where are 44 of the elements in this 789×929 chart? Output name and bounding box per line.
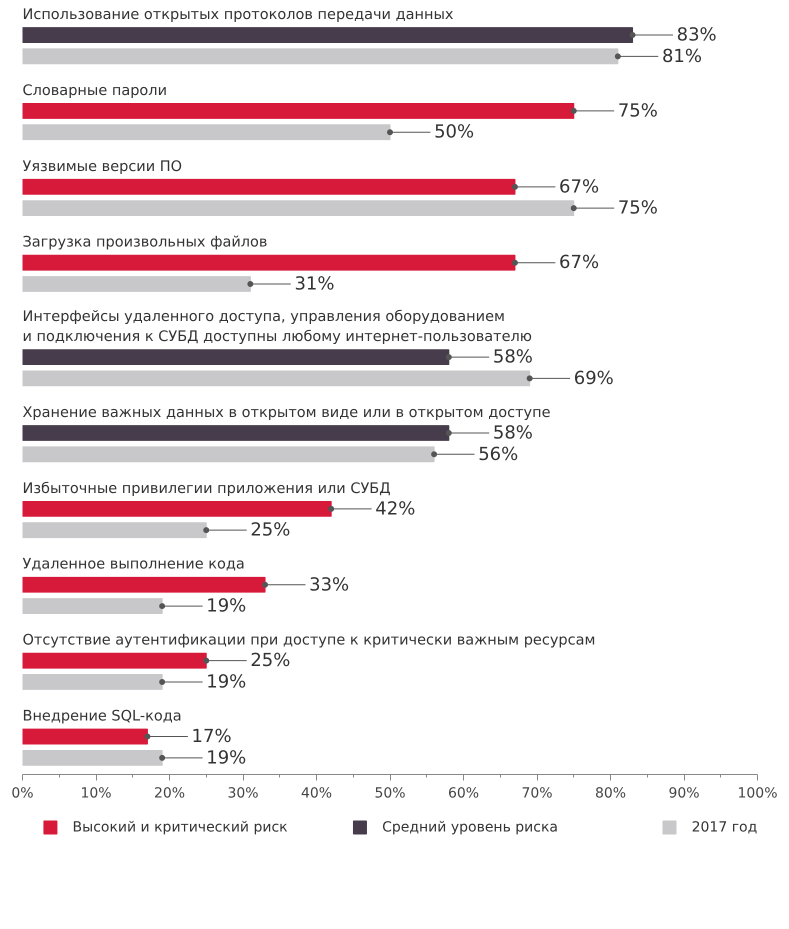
y-tick-label: Избыточные привилегии приложения или СУБД xyxy=(22,480,391,497)
data-label: 25% xyxy=(250,650,290,672)
x-tick-label: 0% xyxy=(11,786,34,802)
x-tick-label: 50% xyxy=(374,786,406,802)
data-label: 25% xyxy=(250,520,290,541)
x-tick-label: 40% xyxy=(300,786,332,802)
data-label: 67% xyxy=(559,252,600,274)
legend-label: Средний уровень риска xyxy=(382,820,558,836)
x-tick-label: 100% xyxy=(737,786,778,802)
y-tick-label: Загрузка произвольных файлов xyxy=(22,234,268,251)
data-label: 31% xyxy=(294,273,334,294)
data-label: 19% xyxy=(206,596,246,617)
x-tick-label: 90% xyxy=(668,786,700,802)
data-label: 67% xyxy=(559,176,600,198)
data-label: 19% xyxy=(206,671,246,692)
data-label: 50% xyxy=(434,122,474,143)
x-tick-label: 20% xyxy=(154,786,186,802)
data-label: 19% xyxy=(206,747,246,768)
legend-label: 2017 год xyxy=(692,820,758,836)
data-label: 58% xyxy=(492,422,533,444)
data-label: 58% xyxy=(492,346,533,368)
data-label: 56% xyxy=(478,444,518,465)
x-tick-label: 80% xyxy=(594,786,626,802)
y-tick-label: Отсутствие аутентификации при доступе к критически важным ресурсам xyxy=(22,632,596,649)
legend-label: Высокий и критический риск xyxy=(72,820,288,836)
x-tick-label: 60% xyxy=(448,786,480,802)
y-tick-label: Интерфейсы удаленного доступа, управления оборудованием и подключения к СУБД доступны любому интернет-пользователю xyxy=(22,309,532,346)
data-label: 69% xyxy=(574,368,614,389)
data-label: 75% xyxy=(618,198,658,219)
data-label: 33% xyxy=(309,574,350,596)
data-label: 83% xyxy=(676,24,717,46)
data-label: 17% xyxy=(192,726,232,748)
data-label: 81% xyxy=(662,46,702,67)
y-tick-label: Словарные пароли xyxy=(22,82,167,99)
y-tick-label: Уязвимые версии ПО xyxy=(22,158,182,175)
x-tick-label: 30% xyxy=(227,786,259,802)
x-tick-label: 10% xyxy=(80,786,112,802)
y-tick-label: Внедрение SQL-кода xyxy=(22,708,182,725)
data-label: 42% xyxy=(375,498,416,520)
data-label: 75% xyxy=(618,100,658,122)
y-tick-label: Использование открытых протоколов передачи данных xyxy=(22,7,454,24)
y-tick-label: Удаленное выполнение кода xyxy=(22,556,245,573)
x-tick-label: 70% xyxy=(521,786,553,802)
y-tick-label: Хранение важных данных в открытом виде или в открытом доступе xyxy=(22,404,551,421)
